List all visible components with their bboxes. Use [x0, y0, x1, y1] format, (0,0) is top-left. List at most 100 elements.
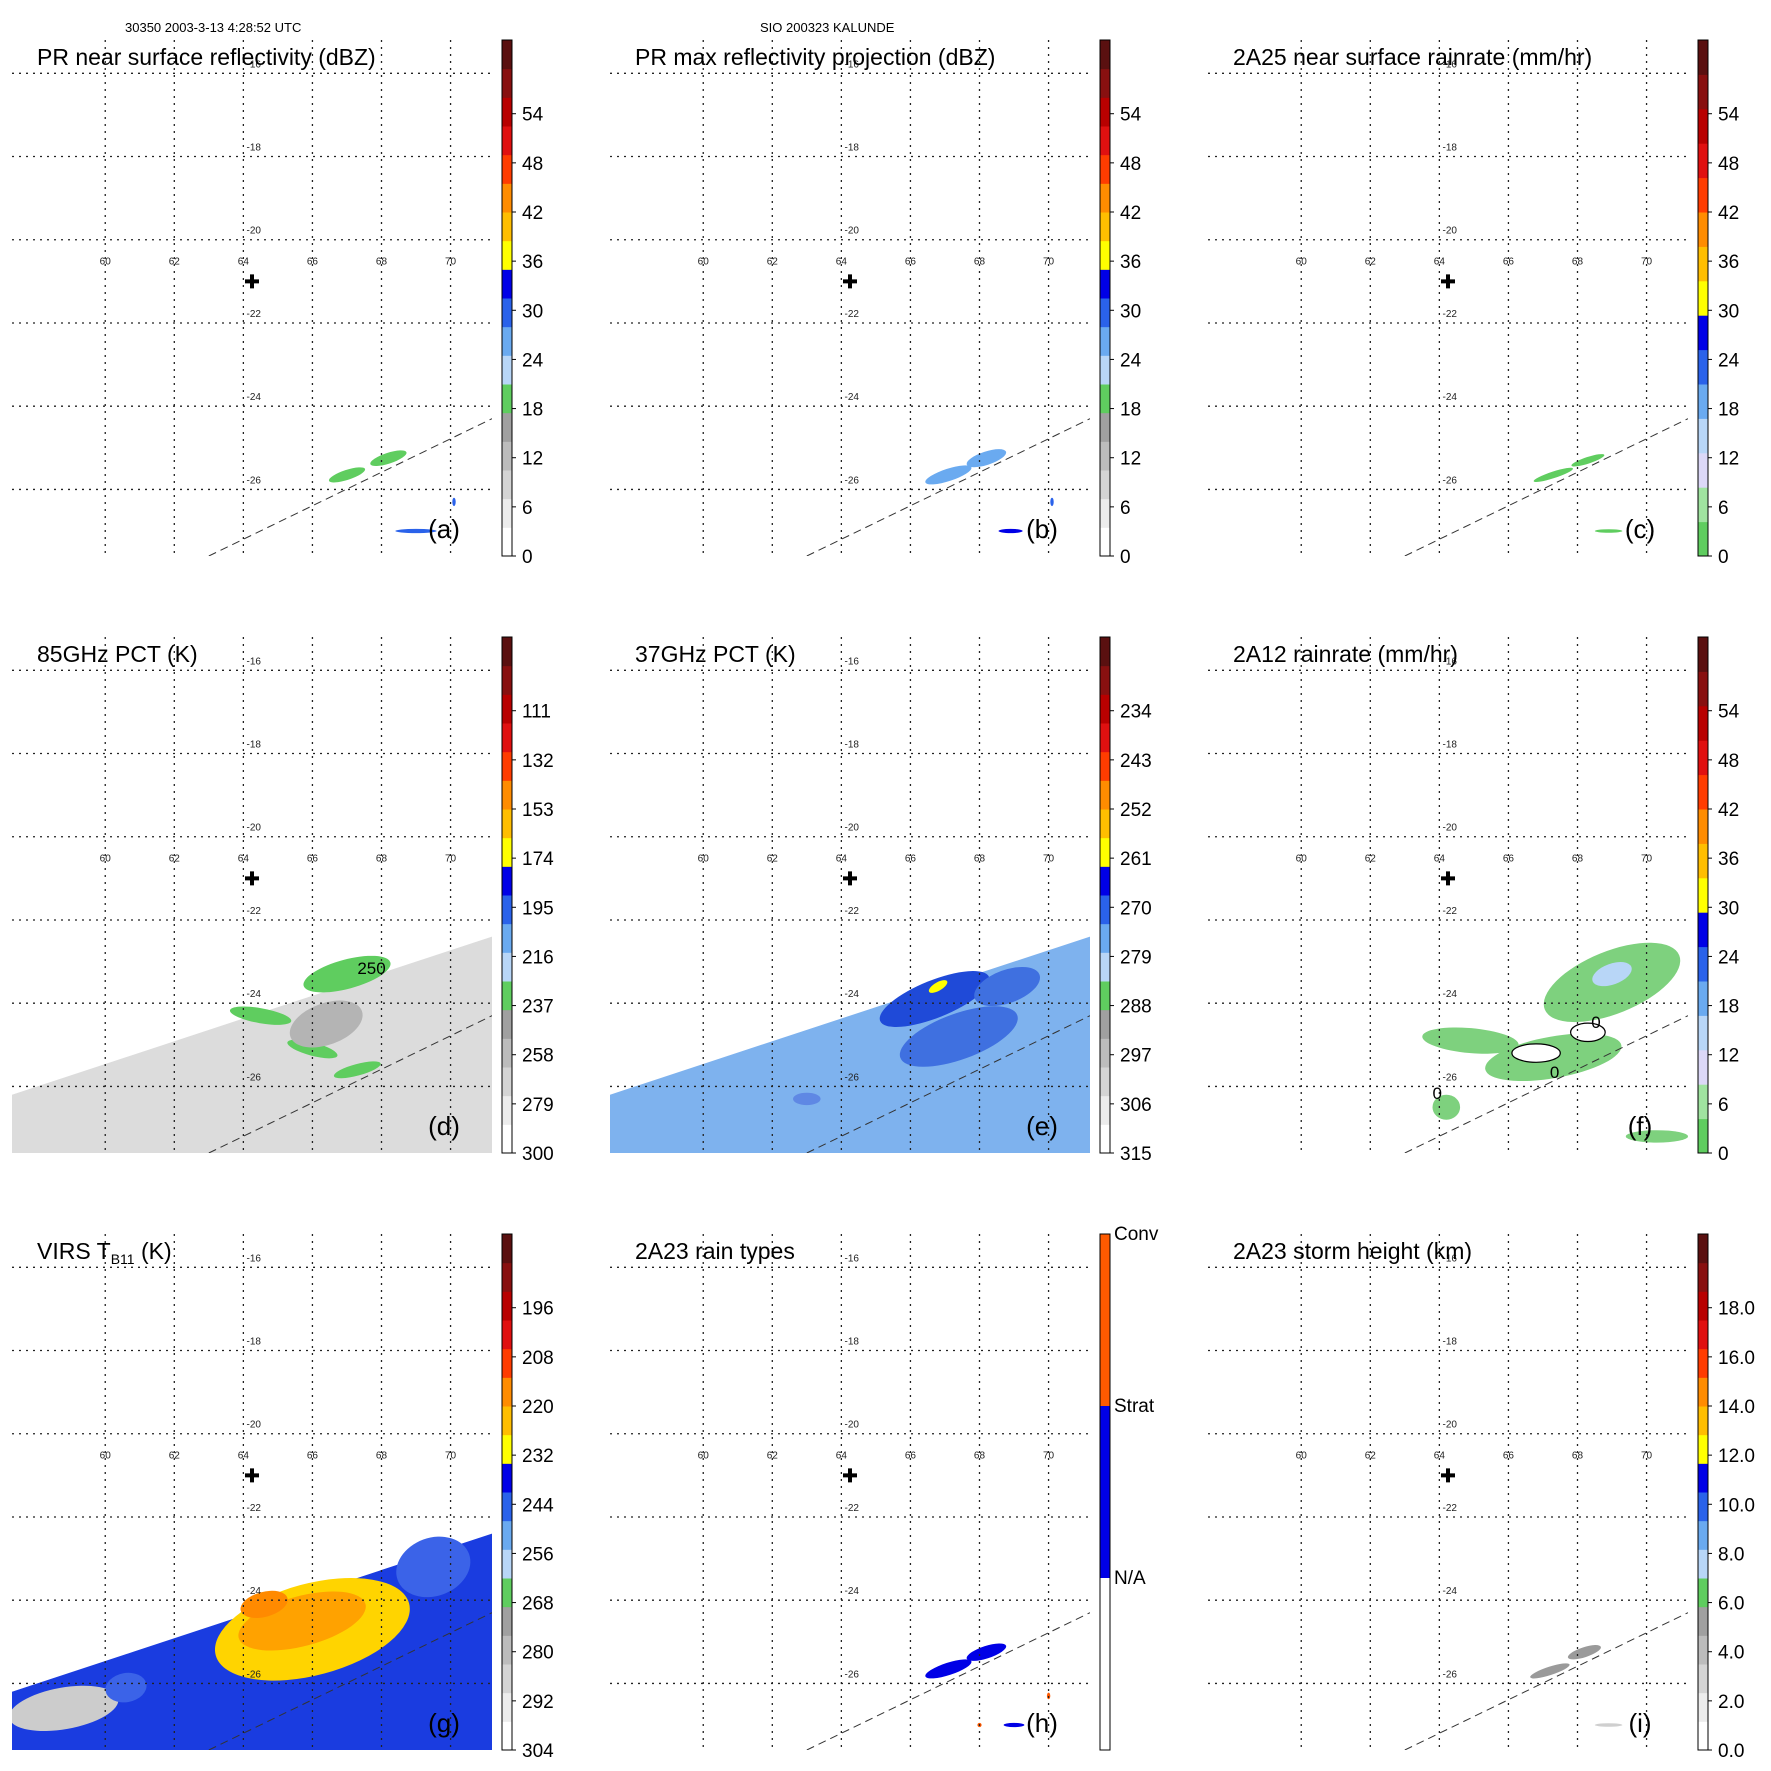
lat-label: -16	[845, 59, 860, 70]
panel-letter: (h)	[1026, 1708, 1058, 1738]
colorbar-tick-label: 10.0	[1718, 1495, 1755, 1516]
lon-label: 68	[974, 854, 986, 865]
data-cell-3	[396, 1536, 471, 1598]
colorbar-tick-label: 256	[522, 1544, 554, 1565]
colorbar-segment	[1698, 1291, 1708, 1321]
lon-label: 70	[445, 854, 457, 865]
lat-label: -18	[845, 143, 860, 154]
data-cell-1	[966, 1643, 1007, 1661]
colorbar-segment	[1698, 1463, 1708, 1493]
lat-label: -18	[845, 1337, 860, 1348]
lat-label: -22	[1443, 906, 1458, 917]
lat-label: -24	[1443, 392, 1458, 403]
panel-title: PR near surface reflectivity (dBZ)	[37, 44, 376, 70]
track-line	[806, 1612, 1090, 1750]
lat-label: -18	[247, 740, 262, 751]
colorbar-segment	[502, 809, 512, 839]
data-cell-2	[1594, 1723, 1623, 1727]
colorbar-segment	[1100, 355, 1110, 385]
lat-label: -24	[247, 1586, 262, 1597]
colorbar-segment	[1698, 1434, 1708, 1464]
colorbar-segment	[502, 837, 512, 867]
lon-label: 64	[1434, 854, 1446, 865]
colorbar-segment	[502, 1095, 512, 1125]
colorbar-tick-label: 297	[1120, 1046, 1152, 1067]
data-cell-4	[12, 1685, 119, 1732]
lat-label: -16	[247, 656, 262, 667]
colorbar-segment	[502, 1520, 512, 1550]
center-marker	[843, 274, 857, 289]
lat-label: -18	[247, 1337, 262, 1348]
colorbar-tick-label: 252	[1120, 800, 1152, 821]
colorbar-segment	[502, 1067, 512, 1097]
lat-label: -22	[845, 1503, 860, 1514]
lon-label: 66	[1503, 1451, 1515, 1462]
panel-title: 37GHz PCT (K)	[635, 641, 796, 667]
colorbar-tick-label: 36	[1718, 849, 1739, 870]
colorbar-segment	[1698, 212, 1708, 247]
lon-label: 64	[238, 1451, 250, 1462]
panel-d: -16 -18 -20 -22 -24 -26 60 62 64 66 68 70 250 85GHz P…	[12, 636, 554, 1165]
panel-title: PR max reflectivity projection (dBZ)	[635, 44, 995, 70]
lon-label: 62	[1365, 257, 1377, 268]
colorbar-segment	[502, 441, 512, 471]
center-marker	[843, 871, 857, 886]
colorbar-segment	[1698, 487, 1708, 523]
lon-label: 68	[974, 257, 986, 268]
lat-label: -26	[1443, 1072, 1458, 1083]
colorbar-tick-label: 243	[1120, 751, 1152, 772]
panel-title: 85GHz PCT (K)	[37, 641, 198, 667]
lat-label: -24	[845, 1586, 860, 1597]
colorbar-tick-label: 24	[1120, 350, 1142, 371]
lat-label: -22	[845, 906, 860, 917]
colorbar-label: Conv	[1114, 1224, 1159, 1245]
lat-label: -20	[247, 1420, 262, 1431]
colorbar: 0.0 2.0 4.0 6.0 8.0 10.0 12.0 14.0 16.0 18.0	[1697, 1233, 1755, 1762]
colorbar-tick-label: 268	[522, 1594, 554, 1615]
lon-label: 70	[1641, 854, 1653, 865]
lat-label: -16	[845, 1253, 860, 1264]
colorbar-tick-label: 292	[522, 1692, 554, 1713]
data-cell-0	[1533, 467, 1574, 483]
colorbar-tick-label: 24	[1718, 947, 1740, 968]
colorbar-tick-label: 30	[1718, 301, 1739, 322]
lat-label: -24	[845, 989, 860, 1000]
colorbar-tick-label: 174	[522, 849, 554, 870]
lon-label: 68	[1572, 854, 1584, 865]
data-cell-7	[1625, 1130, 1688, 1143]
data-cell-5	[1569, 1022, 1606, 1043]
data-cell-0	[303, 955, 391, 993]
colorbar-label: N/A	[1114, 1568, 1146, 1589]
contour-label: 0	[1591, 1013, 1600, 1032]
colorbar-tick-label: 54	[1718, 702, 1740, 723]
data-cell-4	[1046, 1692, 1051, 1700]
lon-label: 64	[836, 1451, 848, 1462]
colorbar-segment	[1698, 843, 1708, 879]
colorbar-segment	[502, 126, 512, 156]
colorbar-segment	[502, 665, 512, 695]
center-marker	[245, 1468, 259, 1483]
colorbar-tick-label: 244	[522, 1495, 554, 1516]
lon-label: 60	[100, 854, 112, 865]
colorbar-frame	[1099, 636, 1111, 1154]
colorbar-tick-label: 48	[522, 154, 543, 175]
colorbar-segment	[502, 751, 512, 781]
colorbar-segment	[502, 866, 512, 896]
lon-label: 70	[1641, 1451, 1653, 1462]
colorbar-segment	[502, 269, 512, 299]
colorbar-segment	[502, 183, 512, 213]
colorbar-segment	[502, 1492, 512, 1522]
track-line	[806, 1015, 1090, 1153]
colorbar-segment	[1100, 751, 1110, 781]
lat-label: -22	[845, 309, 860, 320]
panel-title: 2A23 storm height (km)	[1233, 1238, 1472, 1264]
colorbar-segment	[1698, 418, 1708, 454]
lon-label: 62	[169, 854, 181, 865]
panel-title: 2A23 rain types	[635, 1238, 795, 1264]
lon-label: 62	[767, 257, 779, 268]
colorbar-frame	[501, 39, 513, 557]
colorbar-segment	[1100, 154, 1110, 184]
